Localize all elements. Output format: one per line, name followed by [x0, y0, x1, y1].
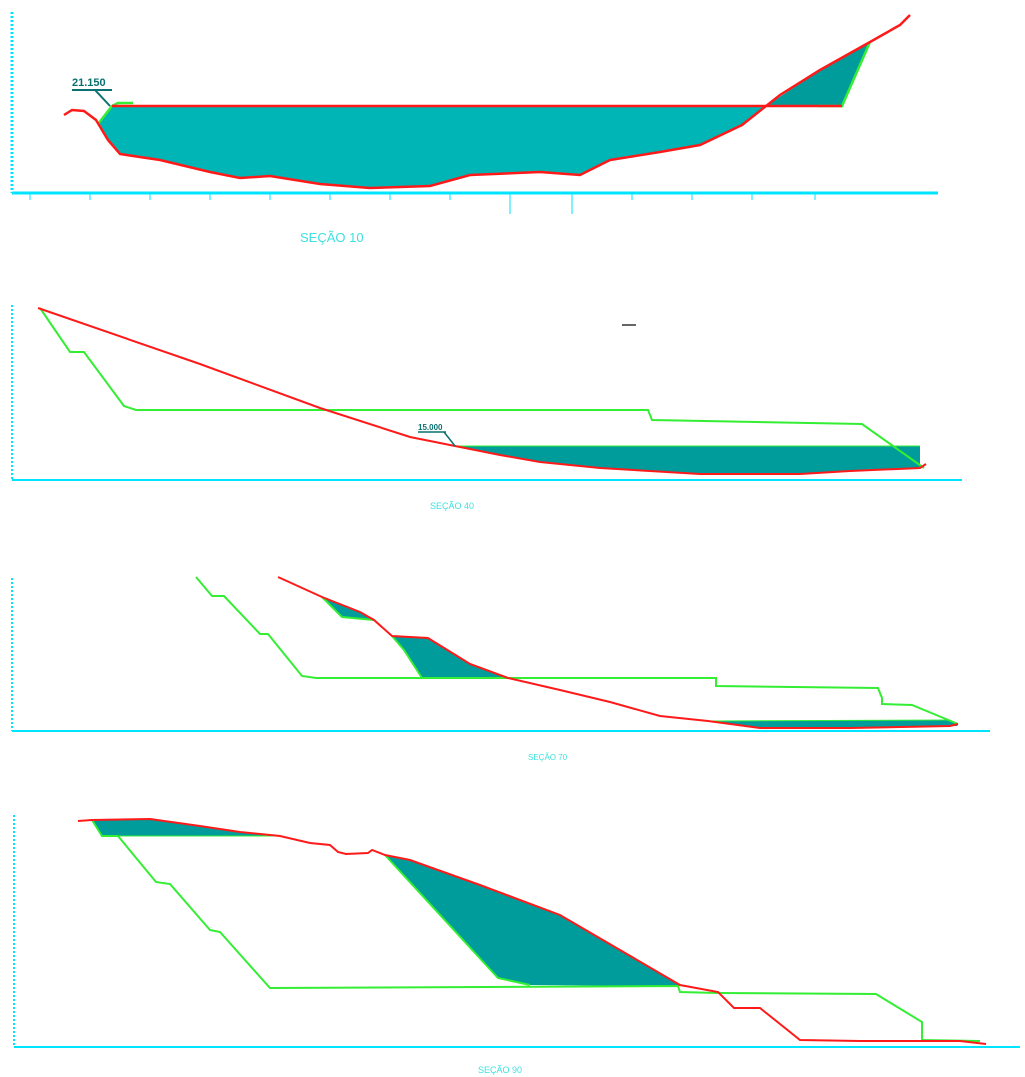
- fill-area-right: [766, 42, 870, 106]
- section-70: SEÇÃO 70: [11, 576, 990, 762]
- design-line: [195, 576, 959, 725]
- terrain-line: [63, 14, 911, 190]
- terrain-line: [77, 817, 987, 1045]
- section-90: SEÇÃO 90: [13, 815, 1020, 1075]
- terrain-line: [37, 307, 927, 475]
- section-10: 21.150 SEÇÃO 10: [10, 12, 938, 245]
- axis-ticks: [29, 193, 816, 214]
- fill-area: [455, 446, 920, 474]
- design-line: [91, 819, 981, 1042]
- section-caption: SEÇÃO 40: [430, 501, 474, 511]
- fill-area-bottom: [708, 720, 958, 728]
- terrain-line: [277, 576, 959, 729]
- design-line-upper: [321, 596, 375, 621]
- elevation-label: 15.000: [418, 423, 443, 432]
- elevation-label: 21.150: [72, 77, 106, 89]
- fill-area-main: [385, 855, 718, 992]
- section-caption: SEÇÃO 10: [300, 230, 364, 245]
- section-caption: SEÇÃO 90: [478, 1065, 522, 1075]
- design-line: [39, 307, 925, 469]
- design-line-mid: [391, 635, 423, 679]
- design-line-mid: [384, 854, 531, 986]
- section-40: 15.000 SEÇÃO 40: [11, 305, 962, 511]
- design-line: [97, 101, 133, 125]
- fill-area-main: [98, 106, 766, 188]
- section-caption: SEÇÃO 70: [528, 753, 568, 762]
